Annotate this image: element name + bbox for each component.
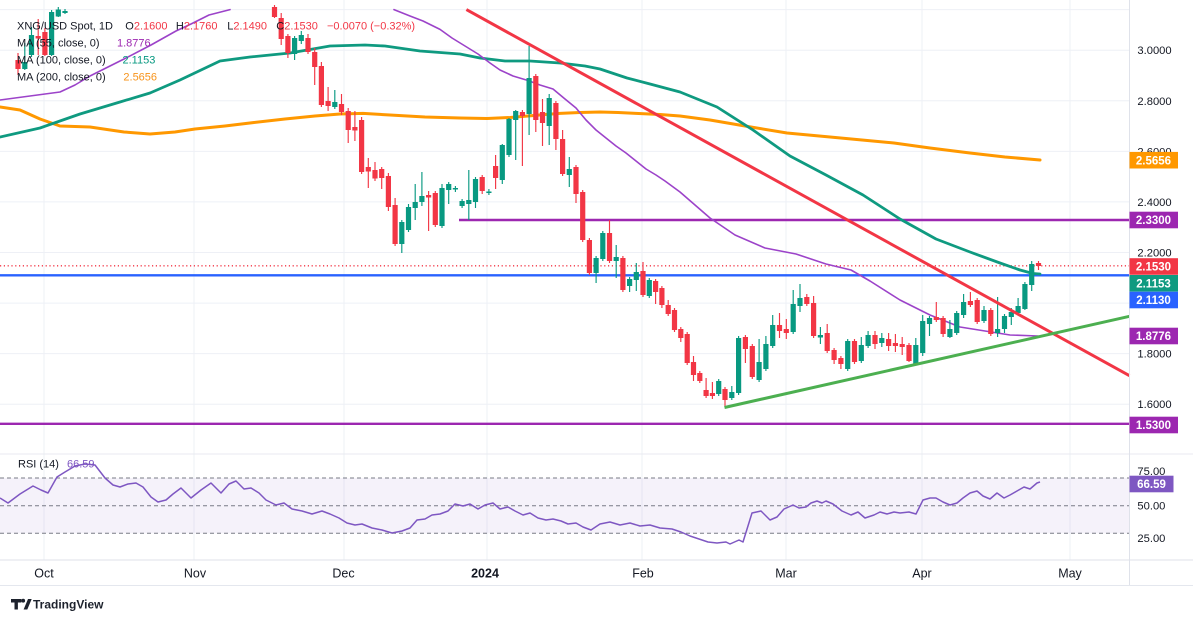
svg-text:Nov: Nov [184, 567, 207, 581]
svg-text:May: May [1058, 567, 1082, 581]
svg-text:Dec: Dec [332, 567, 354, 581]
svg-text:2.1153: 2.1153 [123, 54, 156, 66]
svg-text:TradingView: TradingView [33, 598, 104, 612]
svg-text:Apr: Apr [912, 567, 931, 581]
svg-text:66.59: 66.59 [67, 459, 95, 471]
svg-text:−0.0070 (−0.32%): −0.0070 (−0.32%) [327, 20, 415, 32]
svg-text:2.5656: 2.5656 [1136, 155, 1171, 167]
svg-text:Feb: Feb [632, 567, 654, 581]
svg-text:50.00: 50.00 [1137, 501, 1165, 513]
svg-text:MA (100, close, 0): MA (100, close, 0) [17, 54, 106, 66]
svg-text:RSI (14): RSI (14) [18, 459, 59, 471]
svg-text:75.00: 75.00 [1137, 466, 1165, 478]
svg-text:2.1153: 2.1153 [1136, 278, 1171, 290]
svg-text:L2.1490: L2.1490 [227, 20, 267, 32]
svg-text:66.59: 66.59 [1137, 479, 1166, 491]
svg-text:1.8776: 1.8776 [117, 37, 151, 49]
svg-text:2.4000: 2.4000 [1137, 197, 1171, 209]
svg-text:Oct: Oct [34, 567, 54, 581]
svg-text:1.6000: 1.6000 [1137, 399, 1171, 411]
svg-text:2.8000: 2.8000 [1137, 96, 1171, 108]
svg-text:MA (55, close, 0): MA (55, close, 0) [17, 37, 100, 49]
svg-text:2.5656: 2.5656 [123, 71, 157, 83]
svg-text:1.8776: 1.8776 [1136, 331, 1171, 343]
svg-text:2.1130: 2.1130 [1136, 295, 1171, 307]
svg-text:2.1530: 2.1530 [1136, 262, 1171, 274]
svg-text:1.5300: 1.5300 [1136, 420, 1171, 432]
svg-text:2.2000: 2.2000 [1137, 248, 1171, 260]
svg-text:2.3300: 2.3300 [1136, 215, 1171, 227]
svg-text:C2.1530: C2.1530 [276, 20, 318, 32]
svg-text:1.8000: 1.8000 [1137, 349, 1171, 361]
svg-text:H2.1760: H2.1760 [176, 20, 218, 32]
svg-text:XNG/USD Spot, 1D: XNG/USD Spot, 1D [17, 20, 113, 32]
svg-text:2024: 2024 [471, 567, 499, 581]
svg-text:MA (200, close, 0): MA (200, close, 0) [17, 71, 106, 83]
svg-text:O2.1600: O2.1600 [125, 20, 167, 32]
svg-text:3.0000: 3.0000 [1137, 45, 1171, 57]
svg-text:25.00: 25.00 [1137, 533, 1165, 545]
svg-text:Mar: Mar [775, 567, 797, 581]
